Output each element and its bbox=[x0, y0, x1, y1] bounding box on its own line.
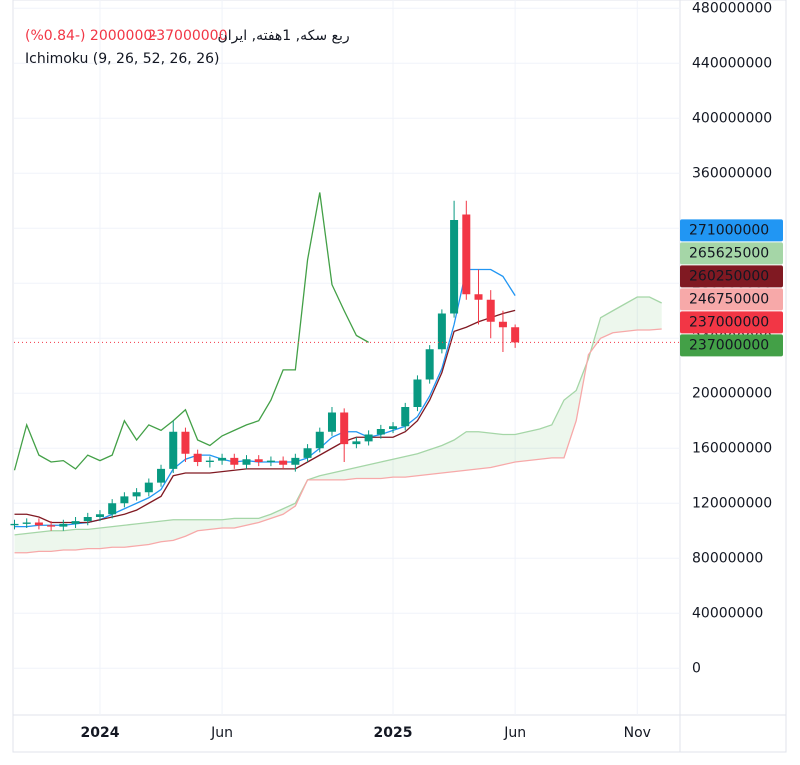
price-label-bg bbox=[680, 219, 783, 242]
price-label: 260250000 bbox=[689, 268, 769, 284]
candle-body bbox=[425, 349, 434, 380]
y-tick-label: 480000000 bbox=[692, 0, 772, 16]
candle-body bbox=[59, 523, 68, 527]
price-label: 237000000 bbox=[689, 314, 769, 330]
candle-body bbox=[389, 426, 398, 429]
y-tick-label: 360000000 bbox=[692, 165, 772, 181]
symbol: ربع سکه, 1هفته, ایران bbox=[218, 28, 350, 44]
candle-body bbox=[327, 412, 336, 432]
price-label-bg bbox=[680, 265, 783, 288]
candle-body bbox=[364, 434, 373, 442]
x-tick-label: Nov bbox=[624, 725, 651, 741]
y-tick-label: 80000000 bbox=[692, 550, 763, 566]
candle-body bbox=[22, 522, 31, 524]
candle-body bbox=[218, 457, 227, 461]
y-tick-label: 160000000 bbox=[692, 440, 772, 456]
y-tick-label: 400000000 bbox=[692, 110, 772, 126]
y-tick-label: 440000000 bbox=[692, 55, 772, 71]
candle-body bbox=[10, 523, 19, 526]
frame bbox=[12, 0, 787, 753]
indicator-title: Ichimoku (9, 26, 52, 26, 26) bbox=[25, 51, 219, 67]
price-label-bg bbox=[680, 288, 783, 311]
grid: 0 40000000 80000000 120000000 160000000 20000… bbox=[14, 0, 772, 741]
indicator-line bbox=[14, 296, 662, 536]
candle-body bbox=[193, 453, 202, 462]
x-tick-label: 2025 bbox=[374, 725, 413, 741]
candle-body bbox=[401, 407, 410, 427]
candle-body bbox=[291, 457, 300, 465]
candle-body bbox=[303, 448, 312, 458]
candle-body bbox=[279, 460, 288, 465]
price-label-bg bbox=[680, 311, 783, 334]
candle-body bbox=[266, 460, 275, 462]
candle-body bbox=[254, 459, 263, 462]
candle-body bbox=[230, 457, 239, 465]
y-tick-label: 0 bbox=[692, 660, 701, 676]
candle-body bbox=[340, 412, 349, 445]
candle-body bbox=[144, 482, 153, 493]
plot bbox=[10, 192, 680, 554]
candle-body bbox=[181, 431, 190, 454]
y-tick-label: 120000000 bbox=[692, 495, 772, 511]
candle-body bbox=[169, 431, 178, 469]
price-label: 246750000 bbox=[689, 291, 769, 307]
price-label: 271000000 bbox=[689, 222, 769, 238]
candle-body bbox=[352, 441, 361, 445]
price-label: 237000000 bbox=[689, 337, 769, 353]
candle-body bbox=[450, 220, 459, 314]
candle-body bbox=[376, 429, 385, 435]
price-label-bg bbox=[680, 242, 783, 265]
indicator-line bbox=[14, 268, 516, 528]
x-tick-label: 2024 bbox=[80, 725, 119, 741]
indicator-line bbox=[13, 192, 369, 471]
candle-body bbox=[242, 459, 251, 465]
candle-body bbox=[157, 468, 166, 483]
price-labels: 271000000 265625000 260250000 246750000 2370… bbox=[680, 219, 783, 357]
symbol-title: ربع سکه, 1هفته, ایران237000000-2000000 (… bbox=[25, 28, 350, 44]
price-label-bg bbox=[680, 334, 783, 357]
candle-body bbox=[71, 521, 80, 524]
candle-body bbox=[132, 492, 141, 497]
candle-body bbox=[83, 517, 92, 522]
last-price: 237000000 bbox=[147, 28, 227, 44]
candle-body bbox=[474, 294, 483, 300]
candle-body bbox=[413, 379, 422, 407]
candle-body bbox=[315, 431, 324, 449]
candle-body bbox=[108, 503, 117, 515]
indicator-line bbox=[14, 328, 662, 554]
candle-body bbox=[486, 299, 495, 322]
candle-body bbox=[120, 496, 129, 504]
x-tick-label: Jun bbox=[503, 725, 526, 741]
y-tick-label: 200000000 bbox=[692, 385, 772, 401]
candle-body bbox=[95, 514, 104, 517]
change: -2000000 (-0.84%) bbox=[25, 28, 157, 44]
indicator-line bbox=[14, 309, 516, 524]
candle-body bbox=[498, 321, 507, 328]
price-label: 265625000 bbox=[689, 245, 769, 261]
y-tick-label: 40000000 bbox=[692, 605, 763, 621]
x-tick-label: Jun bbox=[210, 725, 233, 741]
candle-body bbox=[437, 313, 446, 350]
candle-body bbox=[205, 460, 214, 462]
candle-body bbox=[462, 214, 471, 295]
candle-body bbox=[34, 522, 43, 526]
candle-body bbox=[47, 525, 56, 527]
candle-body bbox=[511, 327, 520, 343]
